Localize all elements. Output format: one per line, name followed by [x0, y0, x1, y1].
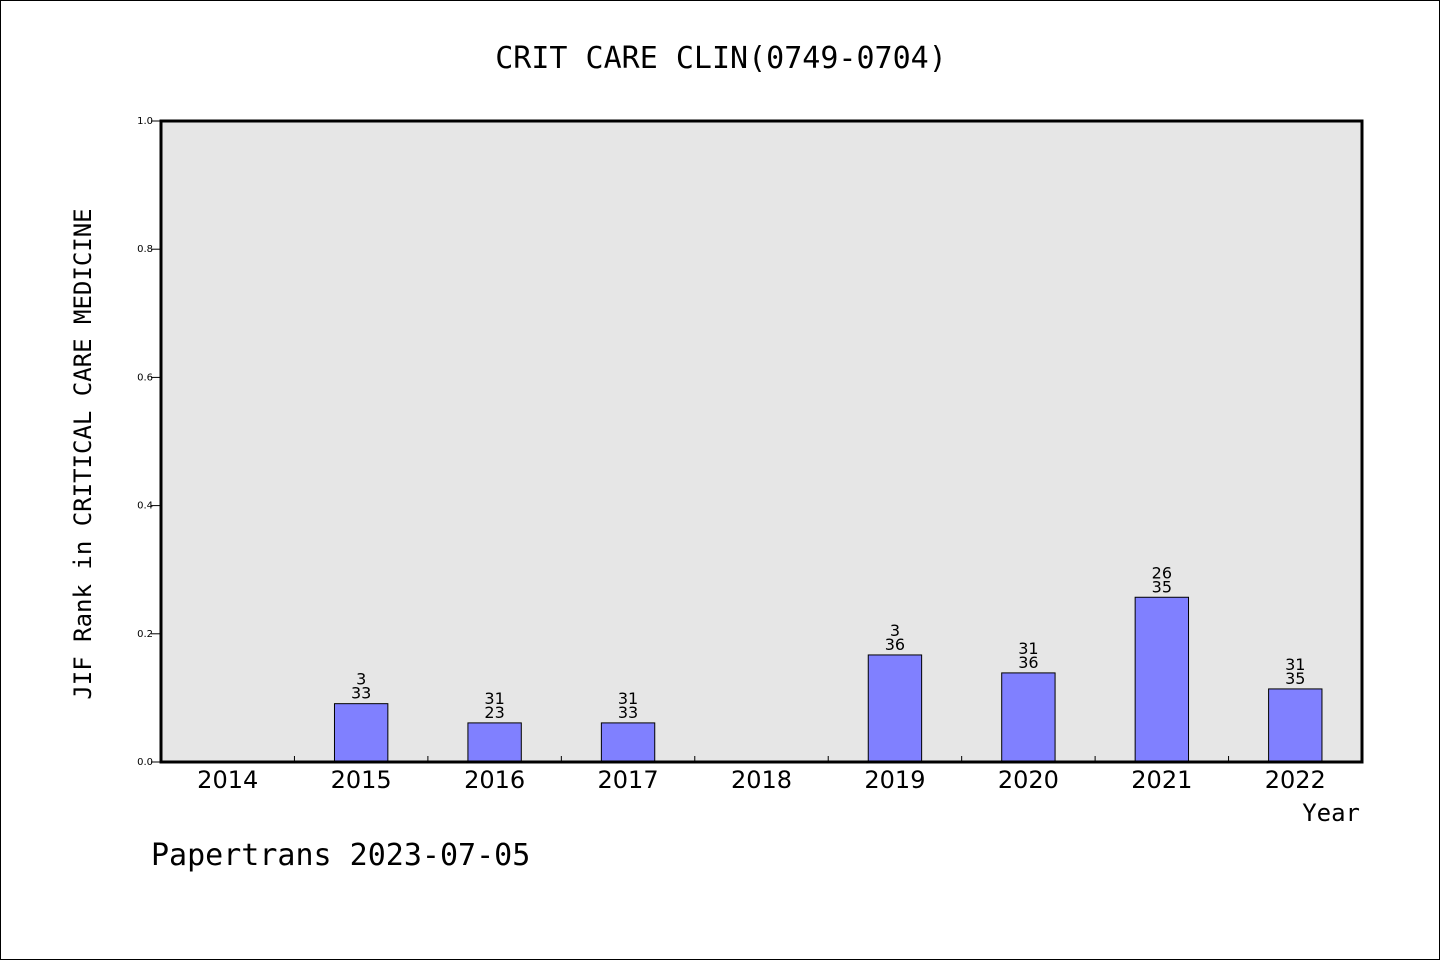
bar-label-top: 31	[1018, 639, 1038, 658]
y-tick-label: 1.0	[137, 116, 153, 127]
y-axis-label: JIF Rank in CRITICAL CARE MEDICINE	[69, 208, 97, 699]
bar-label-bottom: 35	[1152, 577, 1172, 596]
bar-2022	[1268, 688, 1323, 763]
bar-label-top: 31	[484, 689, 504, 708]
bar-label-bottom: 36	[1018, 653, 1038, 672]
y-tick-label: 0.4	[137, 501, 153, 512]
y-tick-label: 0.2	[137, 629, 153, 640]
x-tick-label: 2019	[864, 766, 925, 794]
bar-label-top: 3	[890, 621, 900, 640]
bar-label-top: 31	[618, 689, 638, 708]
bar-2021	[1134, 596, 1190, 763]
ticks-group: 0.0 0.2 0.4 0.6 0.8 1.0 2014 2015 2016 2017 2018 20…	[137, 116, 1326, 794]
x-tick-label: 2022	[1265, 766, 1326, 794]
x-tick-label: 2021	[1131, 766, 1192, 794]
bar-2017	[600, 722, 656, 763]
footer-watermark: Papertrans 2023-07-05	[151, 838, 530, 873]
x-tick-label: 2016	[464, 766, 525, 794]
chart-title: CRIT CARE CLIN(0749-0704)	[495, 41, 947, 76]
bar-2019	[867, 654, 923, 763]
bar-label-bottom: 23	[484, 703, 504, 722]
x-tick-label: 2018	[731, 766, 792, 794]
bar-2016	[467, 722, 522, 763]
bar-label-bottom: 33	[351, 684, 371, 703]
bar-label-bottom: 36	[885, 635, 905, 654]
bar-label-top: 3	[356, 670, 366, 689]
bar-label-top: 31	[1285, 655, 1305, 674]
y-tick-label: 0.0	[137, 757, 153, 768]
y-tick-label: 0.8	[137, 244, 153, 255]
x-tick-label: 2017	[598, 766, 659, 794]
bar-label-bottom: 35	[1285, 669, 1305, 688]
bar-label-top: 26	[1152, 563, 1172, 582]
x-tick-label: 2015	[331, 766, 392, 794]
bar-2015	[333, 703, 389, 763]
y-tick-label: 0.6	[137, 372, 153, 383]
x-axis-label: Year	[1302, 799, 1360, 827]
x-tick-label: 2014	[197, 766, 258, 794]
bar-label-bottom: 33	[618, 703, 638, 722]
plot-border	[159, 119, 1364, 764]
bar-2020	[1001, 672, 1056, 763]
x-tick-label: 2020	[998, 766, 1059, 794]
